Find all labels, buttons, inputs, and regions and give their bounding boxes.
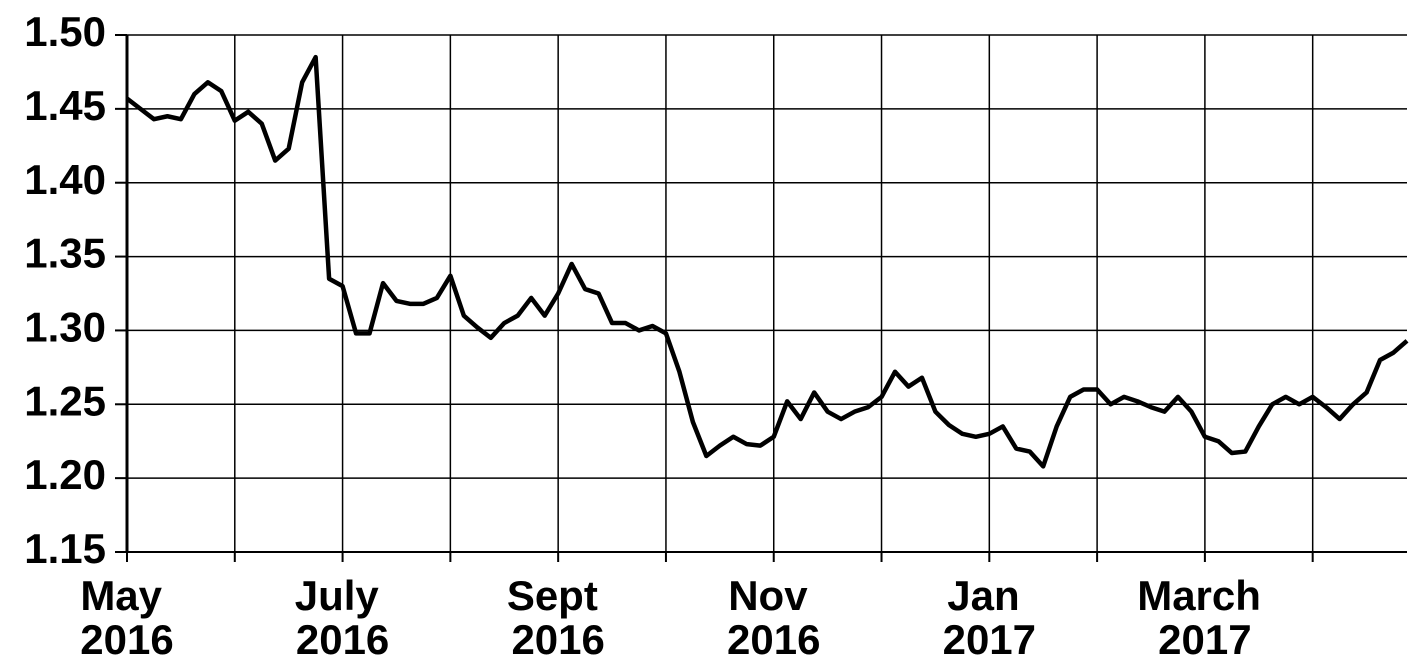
- y-tick-label: 1.45: [24, 82, 106, 129]
- x-tick-label: Jan 2017: [943, 572, 1036, 663]
- x-tick-label: Sept 2016: [507, 572, 610, 663]
- x-tick-label: July 2016: [295, 572, 391, 663]
- y-tick-label: 1.40: [24, 156, 106, 203]
- y-tick-label: 1.15: [24, 525, 106, 572]
- x-tick-label: May 2016: [80, 572, 173, 663]
- y-tick-label: 1.20: [24, 451, 106, 498]
- y-tick-label: 1.50: [24, 8, 106, 55]
- x-tick-label: Nov 2016: [727, 572, 820, 663]
- y-tick-label: 1.30: [24, 304, 106, 351]
- y-tick-label: 1.25: [24, 377, 106, 424]
- x-tick-label: March 2017: [1137, 572, 1272, 663]
- data-line: [125, 54, 1409, 469]
- y-tick-label: 1.35: [24, 230, 106, 277]
